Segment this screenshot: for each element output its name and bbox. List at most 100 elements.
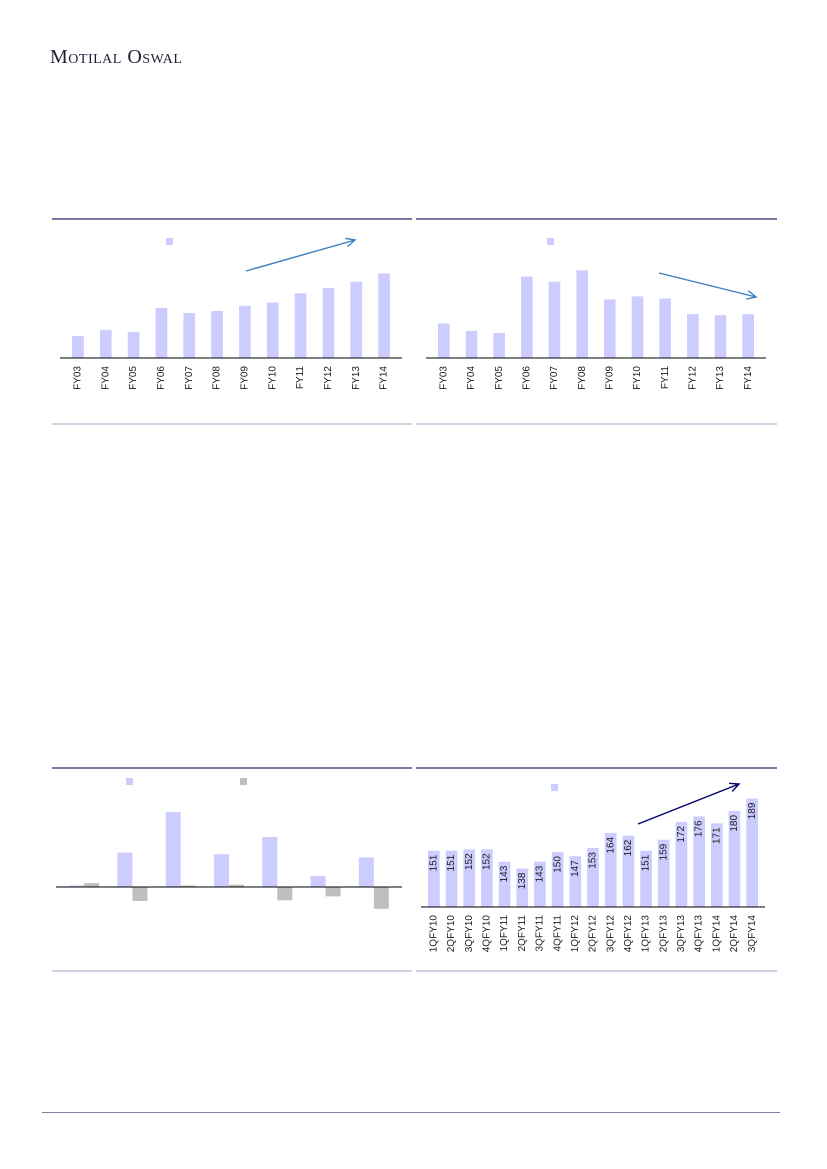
x-tick-label: 1QFY14 (711, 915, 722, 953)
data-label: 151 (428, 854, 439, 871)
x-tick-label: FY05 (494, 366, 505, 390)
data-label: 164 (605, 836, 616, 853)
bar (211, 311, 223, 358)
bar (687, 314, 699, 358)
data-label: 172 (676, 825, 687, 842)
x-tick-label: FY12 (687, 366, 698, 390)
legend-swatch (166, 238, 173, 245)
bar (373, 887, 389, 909)
data-label: 171 (711, 827, 722, 844)
trend-arrow (658, 272, 757, 298)
x-tick-label: 3QFY13 (676, 915, 687, 953)
x-tick-label: 3QFY14 (747, 915, 758, 953)
bar (622, 835, 635, 907)
bar (310, 876, 326, 887)
x-tick-label: FY11 (295, 366, 306, 390)
x-tick-label: FY12 (323, 366, 334, 390)
bar (165, 812, 181, 887)
data-label: 151 (641, 854, 652, 871)
x-tick-label: 1QFY11 (499, 915, 510, 952)
data-label: 150 (552, 856, 563, 873)
chart-growth-comparison (52, 767, 412, 973)
x-tick-label: FY11 (660, 366, 671, 390)
x-tick-label: 1QFY13 (641, 915, 652, 953)
bar (714, 315, 727, 358)
x-tick-label: FY14 (743, 366, 754, 390)
bar (214, 854, 229, 887)
x-tick-label: 4QFY10 (482, 915, 493, 953)
data-label: 143 (535, 865, 546, 882)
chart-svg: 151 151 152 152 143 138 143 150 147 153 164 162 151 1… (416, 767, 777, 972)
x-tick-label: 1QFY10 (428, 915, 439, 953)
x-tick-label: FY04 (100, 366, 111, 390)
x-tick-label: FY09 (240, 366, 251, 390)
x-tick-label: FY07 (184, 366, 195, 390)
x-tick-label: 4QFY12 (623, 915, 634, 953)
chart-annual-left: FY03 FY04 FY05 FY06 FY07 FY08 FY09 FY10 FY11 FY12… (52, 218, 412, 426)
bar (127, 331, 140, 358)
bar (657, 839, 670, 907)
data-label: 143 (499, 865, 510, 882)
x-tick-label: 2QFY14 (729, 915, 740, 953)
x-tick-label: FY08 (577, 366, 588, 390)
bar (728, 810, 741, 907)
x-tick-label: FY13 (351, 366, 362, 390)
data-label: 159 (658, 843, 669, 860)
bar (640, 850, 652, 907)
bar (675, 821, 688, 907)
bar (72, 336, 84, 358)
x-tick-label: 4QFY13 (694, 915, 705, 953)
bar (746, 798, 758, 907)
data-label: 151 (446, 854, 457, 871)
data-label: 162 (623, 839, 634, 856)
x-tick-label: 1QFY12 (570, 915, 581, 953)
x-tick-label: FY06 (156, 366, 167, 390)
bar (445, 850, 458, 907)
x-tick-label: 2QFY10 (446, 915, 457, 953)
bar (493, 332, 505, 358)
x-tick-label: FY03 (438, 366, 449, 390)
bar (378, 273, 390, 358)
bar (84, 883, 100, 887)
bar (99, 329, 112, 358)
chart-svg (52, 767, 412, 972)
legend-swatch (547, 238, 554, 245)
bar (587, 848, 599, 907)
x-tick-label: FY06 (521, 366, 532, 390)
bar (229, 884, 244, 887)
trend-arrow (637, 783, 740, 825)
x-tick-label: FY13 (715, 366, 726, 390)
x-tick-label: 3QFY11 (535, 915, 546, 952)
bar (481, 849, 493, 907)
trend-arrow-head (728, 782, 741, 792)
bar (548, 281, 561, 358)
legend-swatch (551, 784, 558, 791)
bar (155, 307, 168, 358)
bar (516, 868, 529, 907)
bar (69, 885, 85, 887)
chart-annual-right: FY03 FY04 FY05 FY06 FY07 FY08 FY09 FY10 FY11 FY12… (416, 218, 777, 426)
bar (604, 299, 616, 358)
x-tick-label: 2QFY12 (588, 915, 599, 953)
x-tick-label: 3QFY10 (464, 915, 475, 953)
chart-svg: FY03 FY04 FY05 FY06 FY07 FY08 FY09 FY10 FY11 FY12… (52, 218, 412, 425)
bar (742, 314, 754, 358)
footer-rule (42, 1112, 780, 1113)
bar (183, 313, 196, 358)
brand-logo: Motilal Oswal (50, 46, 183, 68)
data-label: 147 (570, 860, 581, 877)
bar (438, 323, 450, 358)
x-tick-label: FY10 (267, 366, 278, 390)
bar (325, 887, 341, 897)
data-label: 152 (464, 853, 475, 870)
data-label: 180 (729, 815, 740, 832)
bar (132, 887, 148, 902)
bar (710, 823, 723, 907)
bar (266, 302, 279, 358)
bar (465, 330, 478, 358)
bar (498, 861, 511, 907)
x-tick-label: FY09 (604, 366, 615, 390)
bar (576, 270, 588, 358)
bar (262, 837, 278, 887)
legend-swatch (240, 778, 247, 785)
